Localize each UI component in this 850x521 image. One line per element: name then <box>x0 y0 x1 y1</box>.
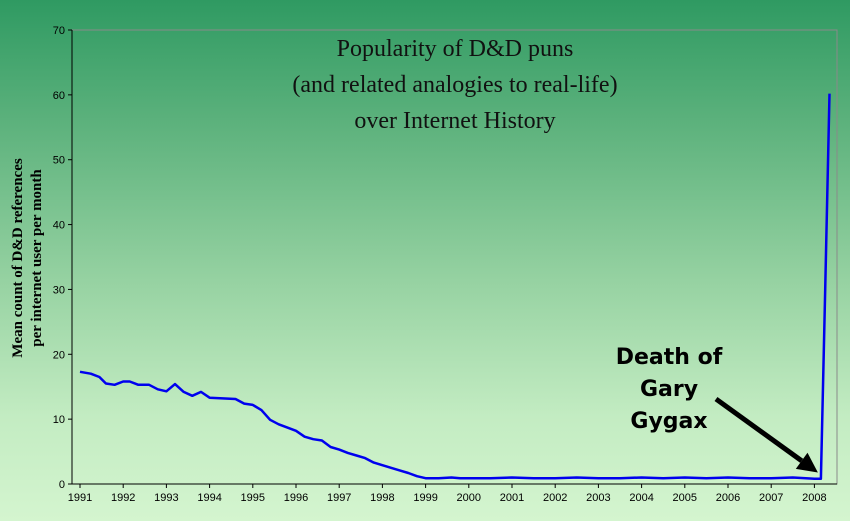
x-tick-label: 1993 <box>154 492 178 504</box>
y-tick-label: 30 <box>53 284 65 296</box>
x-tick-label: 1997 <box>327 492 351 504</box>
x-tick-label: 2006 <box>716 492 740 504</box>
y-tick-label: 50 <box>53 155 65 167</box>
annotation-line-3: Gygax <box>630 409 707 434</box>
x-tick-label: 2005 <box>673 492 697 504</box>
annotation-arrow-shaft <box>714 396 804 463</box>
x-tick-label: 1992 <box>111 492 135 504</box>
x-tick-label: 2003 <box>586 492 610 504</box>
x-tick-label: 1999 <box>413 492 437 504</box>
y-tick-label: 70 <box>53 25 65 37</box>
annotation-arrow-head <box>795 452 818 473</box>
series-group <box>79 93 831 481</box>
x-tick-label: 1994 <box>197 492 221 504</box>
y-axis-label-line-1: Mean count of D&D references <box>10 158 26 358</box>
y-tick-label: 20 <box>53 349 65 361</box>
title-line-3: over Internet History <box>354 108 555 134</box>
y-tick-label: 0 <box>59 479 65 491</box>
annotation-line-1: Death of <box>616 345 723 370</box>
title-line-2: (and related analogies to real-life) <box>292 72 617 98</box>
y-axis: 0 10 20 30 40 50 60 70 <box>53 25 73 491</box>
y-axis-label: Mean count of D&D references per interne… <box>10 158 45 358</box>
y-axis-label-line-2: per internet user per month <box>29 169 45 347</box>
x-tick-label: 2001 <box>500 492 524 504</box>
x-tick-label: 2004 <box>629 492 653 504</box>
x-tick-label: 1996 <box>284 492 308 504</box>
y-tick-label: 10 <box>53 414 65 426</box>
y-tick-label: 60 <box>53 90 65 102</box>
x-tick-label: 1995 <box>241 492 265 504</box>
x-tick-label: 2008 <box>802 492 826 504</box>
annotation: Death of Gary Gygax <box>616 345 818 473</box>
series-line <box>79 93 831 481</box>
y-tick-label: 40 <box>53 220 65 232</box>
annotation-line-2: Gary <box>640 377 698 402</box>
x-tick-label: 2000 <box>457 492 481 504</box>
chart-title: Popularity of D&D puns (and related anal… <box>292 36 617 134</box>
title-line-1: Popularity of D&D puns <box>337 36 574 62</box>
x-tick-label: 2002 <box>543 492 567 504</box>
x-tick-label: 1998 <box>370 492 394 504</box>
plot-area <box>71 29 838 485</box>
x-axis: 1991 1992 1993 1994 1995 1996 1997 1998 1999 2000… <box>68 483 837 504</box>
x-tick-label: 1991 <box>68 492 92 504</box>
x-tick-label: 2007 <box>759 492 783 504</box>
